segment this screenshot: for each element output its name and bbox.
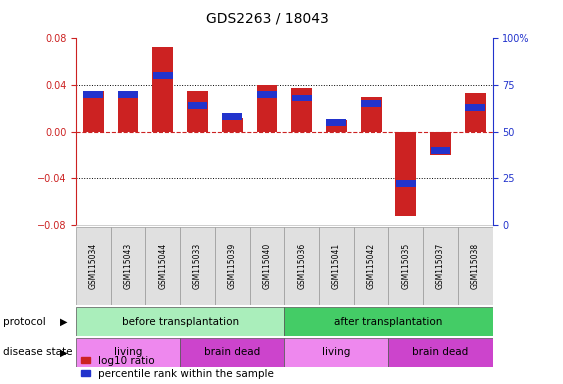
Bar — [153, 72, 173, 79]
Bar — [111, 227, 145, 305]
Bar — [257, 91, 277, 98]
Bar — [76, 338, 180, 367]
Bar — [118, 91, 138, 131]
Bar — [326, 120, 347, 131]
Bar — [327, 119, 346, 126]
Text: GSM115039: GSM115039 — [228, 243, 236, 289]
Text: disease state: disease state — [3, 347, 72, 358]
Bar — [145, 227, 180, 305]
Text: brain dead: brain dead — [413, 347, 468, 358]
Bar — [291, 88, 312, 131]
Text: before transplantation: before transplantation — [122, 316, 239, 327]
Text: GSM115033: GSM115033 — [193, 243, 202, 289]
Bar — [215, 227, 249, 305]
Bar — [118, 91, 138, 98]
Bar — [465, 93, 486, 131]
Legend: log10 ratio, percentile rank within the sample: log10 ratio, percentile rank within the … — [81, 356, 274, 379]
Bar — [180, 227, 215, 305]
Text: GSM115034: GSM115034 — [89, 243, 98, 289]
Bar — [431, 147, 450, 154]
Bar — [284, 307, 493, 336]
Text: GDS2263 / 18043: GDS2263 / 18043 — [206, 12, 329, 25]
Bar — [257, 85, 278, 131]
Bar — [388, 227, 423, 305]
Bar — [76, 227, 111, 305]
Bar — [83, 91, 104, 131]
Text: GSM115044: GSM115044 — [158, 243, 167, 289]
Bar — [292, 94, 311, 101]
Text: living: living — [114, 347, 142, 358]
Bar — [83, 91, 103, 98]
Bar — [430, 131, 451, 155]
Bar — [361, 97, 382, 131]
Bar — [388, 338, 493, 367]
Bar — [466, 104, 485, 111]
Bar — [249, 227, 284, 305]
Text: GSM115037: GSM115037 — [436, 243, 445, 289]
Text: GSM115035: GSM115035 — [401, 243, 410, 289]
Text: brain dead: brain dead — [204, 347, 260, 358]
Text: GSM115043: GSM115043 — [124, 243, 132, 289]
Text: after transplantation: after transplantation — [334, 316, 443, 327]
Bar — [354, 227, 388, 305]
Bar — [153, 46, 173, 131]
Bar — [319, 227, 354, 305]
Bar — [458, 227, 493, 305]
Bar — [222, 113, 242, 120]
Text: GSM115038: GSM115038 — [471, 243, 480, 289]
Text: ▶: ▶ — [60, 347, 68, 358]
Text: GSM115041: GSM115041 — [332, 243, 341, 289]
Bar — [284, 227, 319, 305]
Bar — [76, 307, 284, 336]
Bar — [396, 180, 415, 187]
Bar — [187, 91, 208, 131]
Bar — [423, 227, 458, 305]
Bar — [180, 338, 284, 367]
Text: GSM115036: GSM115036 — [297, 243, 306, 289]
Text: protocol: protocol — [3, 316, 46, 327]
Bar — [187, 102, 207, 109]
Text: GSM115042: GSM115042 — [367, 243, 376, 289]
Bar — [284, 338, 388, 367]
Text: ▶: ▶ — [60, 316, 68, 327]
Text: living: living — [322, 347, 351, 358]
Text: GSM115040: GSM115040 — [262, 243, 271, 289]
Bar — [361, 100, 381, 107]
Bar — [395, 131, 416, 217]
Bar — [222, 118, 243, 131]
